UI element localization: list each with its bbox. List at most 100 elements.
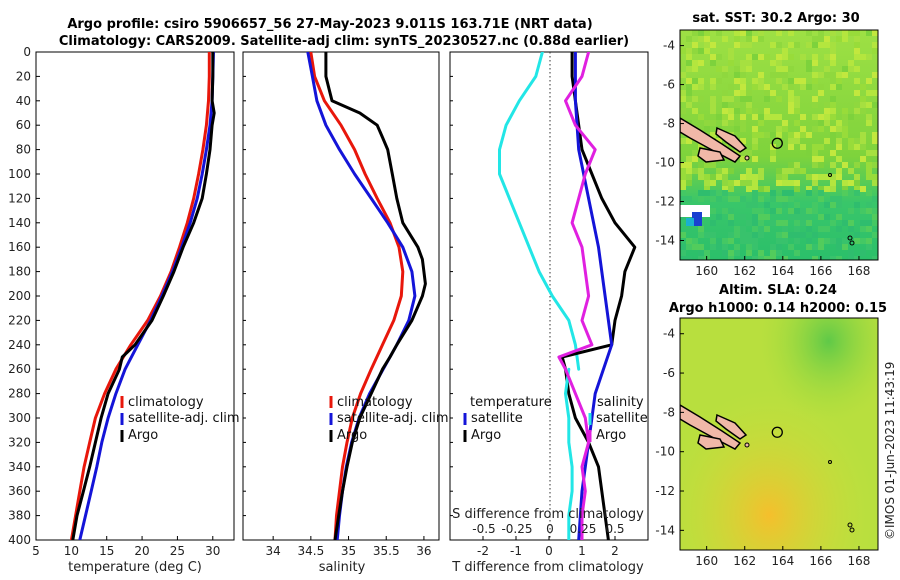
sst-cell [794,180,800,186]
sst-cell [716,174,722,180]
sst-cell [800,84,806,90]
series-line-temperature-argo-satellite [573,52,614,540]
sst-cell [824,108,830,114]
sst-cell [728,186,734,192]
sst-cell [854,174,860,180]
sst-cell [806,132,812,138]
s-tick-label: 0.5 [605,522,624,536]
sst-cell [752,126,758,132]
sst-cell [830,54,836,60]
sst-cell [788,132,794,138]
sst-cell [836,214,842,220]
sst-cell [866,220,872,226]
sst-cell [722,238,728,244]
sst-cell [872,174,878,180]
sst-cell [752,36,758,42]
sst-cell [830,132,836,138]
sst-cell [806,150,812,156]
sst-cell [680,232,686,238]
sst-cell [746,30,752,36]
sst-cell [854,66,860,72]
sst-cell [800,54,806,60]
sst-cell [758,256,764,260]
sst-cell [746,150,752,156]
sst-cell [740,30,746,36]
sst-cell [848,190,854,196]
sst-cell [848,220,854,226]
legend-argo-label: Argo [337,428,367,443]
depth-tick-label: 80 [16,143,31,157]
sst-cell [722,244,728,250]
lat-tick-label: -14 [655,234,675,248]
sst-cell [752,132,758,138]
difference-panel: -2 -1 0 1 2 T difference from climatology S … [449,51,649,575]
x-tick-label: 35 [341,544,356,558]
sst-cell [788,244,794,250]
sst-cell [740,226,746,232]
sst-cell [866,202,872,208]
sst-cell [776,208,782,214]
sst-cell [806,84,812,90]
sst-cell [716,168,722,174]
sst-cell [788,162,794,168]
depth-tick-label: 260 [8,362,31,376]
sst-cell [686,48,692,54]
sst-cell [830,162,836,168]
sst-cell [830,126,836,132]
sst-cell [758,54,764,60]
sst-cell [752,186,758,192]
sst-cell [698,196,704,202]
sst-cell [698,232,704,238]
sst-cell [854,138,860,144]
sst-cell [680,180,686,186]
sst-cell [854,162,860,168]
x-tick-label: 5 [32,544,40,558]
depth-tick-label: 200 [8,289,31,303]
sst-cell [698,84,704,90]
sst-cell [758,72,764,78]
sst-cell [818,36,824,42]
lon-tick-label: 168 [848,554,871,568]
lat-tick-label: -14 [655,523,675,537]
x-tick-label: 20 [134,544,149,558]
sst-cell [800,214,806,220]
sst-cell [854,186,860,192]
sst-cell [866,90,872,96]
sst-cell [752,238,758,244]
sst-cell [728,48,734,54]
lat-tick-label: -6 [663,78,675,92]
sst-cell [680,48,686,54]
sst-cell [752,226,758,232]
sst-cell [734,102,740,108]
sst-cell [782,196,788,202]
sst-cell [764,186,770,192]
sst-cell [746,90,752,96]
sst-cell [824,226,830,232]
sst-cell [872,72,878,78]
sst-cell [722,208,728,214]
salinity-xlabel: salinity [319,560,366,575]
sst-cell [842,162,848,168]
sst-cell [830,186,836,192]
sst-cell [770,244,776,250]
sst-cell [728,180,734,186]
sst-cell [746,186,752,192]
sst-cell [728,168,734,174]
sst-cell [710,208,716,214]
sst-cell [770,144,776,150]
sst-cell [758,226,764,232]
sst-cell [776,132,782,138]
sst-cell [818,214,824,220]
sst-cell [764,96,770,102]
sst-cell [698,190,704,196]
sst-cell [716,30,722,36]
legend-salinity-heading: salinity [597,395,644,410]
sst-cell [746,244,752,250]
sst-cell [740,174,746,180]
sst-cell [812,42,818,48]
sst-cell [734,72,740,78]
sst-cell [812,126,818,132]
sst-cell [722,186,728,192]
sst-cell [758,220,764,226]
sst-cell [764,256,770,260]
